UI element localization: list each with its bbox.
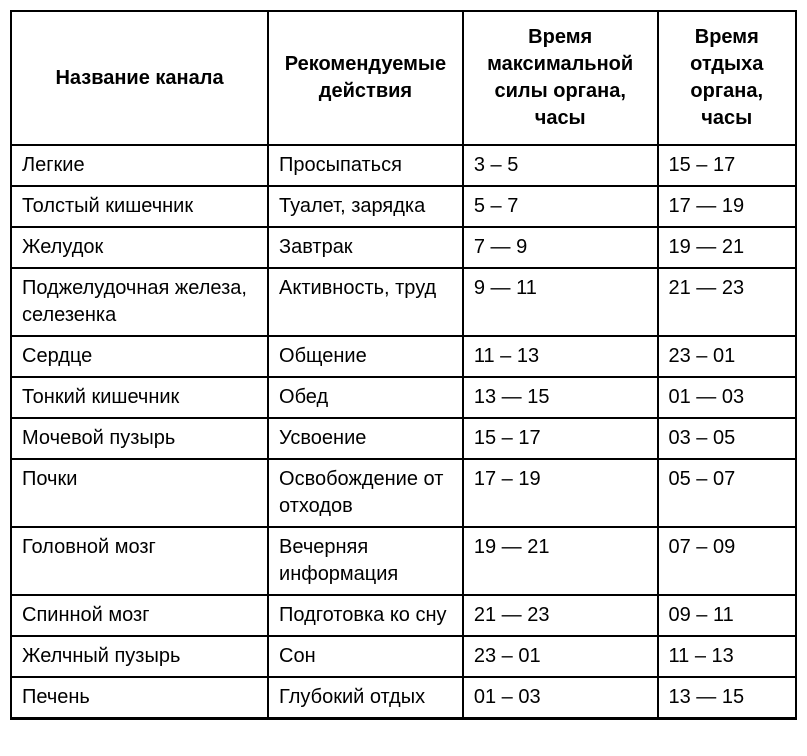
cell-action: Обед (268, 377, 463, 418)
cell-channel-name: Мочевой пузырь (11, 418, 268, 459)
cell-rest-time: 19 — 21 (658, 227, 797, 268)
cell-action: Завтрак (268, 227, 463, 268)
cell-max-time: 9 — 11 (463, 268, 658, 336)
table-row: Легкие Просыпаться 3 – 5 15 – 17 (11, 145, 796, 186)
cell-rest-time: 17 — 19 (658, 186, 797, 227)
cell-max-time: 01 – 03 (463, 677, 658, 719)
cell-rest-time: 05 – 07 (658, 459, 797, 527)
cell-channel-name: Толстый кишечник (11, 186, 268, 227)
cell-action: Активность, труд (268, 268, 463, 336)
cell-channel-name: Желчный пузырь (11, 636, 268, 677)
col-header-recommended-actions: Рекомендуемые действия (268, 11, 463, 145)
table-row: Толстый кишечник Туалет, зарядка 5 – 7 1… (11, 186, 796, 227)
cell-channel-name: Головной мозг (11, 527, 268, 595)
cell-max-time: 5 – 7 (463, 186, 658, 227)
cell-action: Просыпаться (268, 145, 463, 186)
cell-max-time: 7 — 9 (463, 227, 658, 268)
cell-max-time: 15 – 17 (463, 418, 658, 459)
table-row: Спинной мозг Подготовка ко сну 21 — 23 0… (11, 595, 796, 636)
organ-channels-table: Название канала Рекомендуемые действия В… (10, 10, 797, 720)
cell-max-time: 23 – 01 (463, 636, 658, 677)
table-row: Желудок Завтрак 7 — 9 19 — 21 (11, 227, 796, 268)
cell-rest-time: 23 – 01 (658, 336, 797, 377)
table-row: Мочевой пузырь Усвоение 15 – 17 03 – 05 (11, 418, 796, 459)
cell-rest-time: 15 – 17 (658, 145, 797, 186)
cell-rest-time: 13 — 15 (658, 677, 797, 719)
table-row: Желчный пузырь Сон 23 – 01 11 – 13 (11, 636, 796, 677)
cell-action: Подготовка ко сну (268, 595, 463, 636)
table-row: Поджелудочная железа, селезенка Активнос… (11, 268, 796, 336)
table-row: Тонкий кишечник Обед 13 — 15 01 — 03 (11, 377, 796, 418)
table-header: Название канала Рекомендуемые действия В… (11, 11, 796, 145)
cell-action: Туалет, зарядка (268, 186, 463, 227)
cell-max-time: 19 — 21 (463, 527, 658, 595)
cell-max-time: 13 — 15 (463, 377, 658, 418)
cell-rest-time: 21 — 23 (658, 268, 797, 336)
cell-rest-time: 11 – 13 (658, 636, 797, 677)
cell-channel-name: Печень (11, 677, 268, 719)
cell-channel-name: Поджелудочная железа, селезенка (11, 268, 268, 336)
cell-channel-name: Спинной мозг (11, 595, 268, 636)
cell-action: Вечерняя информация (268, 527, 463, 595)
cell-channel-name: Легкие (11, 145, 268, 186)
cell-max-time: 3 – 5 (463, 145, 658, 186)
cell-rest-time: 03 – 05 (658, 418, 797, 459)
table-row: Печень Глубокий отдых 01 – 03 13 — 15 (11, 677, 796, 719)
cell-rest-time: 01 — 03 (658, 377, 797, 418)
cell-action: Освобождение от отходов (268, 459, 463, 527)
cell-channel-name: Тонкий кишечник (11, 377, 268, 418)
cell-action: Сон (268, 636, 463, 677)
cell-action: Глубокий отдых (268, 677, 463, 719)
cell-action: Усвоение (268, 418, 463, 459)
cell-max-time: 11 – 13 (463, 336, 658, 377)
table-body: Легкие Просыпаться 3 – 5 15 – 17 Толстый… (11, 145, 796, 719)
table-row: Головной мозг Вечерняя информация 19 — 2… (11, 527, 796, 595)
cell-rest-time: 07 – 09 (658, 527, 797, 595)
cell-channel-name: Сердце (11, 336, 268, 377)
col-header-channel-name: Название канала (11, 11, 268, 145)
col-header-rest-time: Время отдыха органа, часы (658, 11, 797, 145)
cell-max-time: 21 — 23 (463, 595, 658, 636)
table-header-row: Название канала Рекомендуемые действия В… (11, 11, 796, 145)
table-row: Почки Освобождение от отходов 17 – 19 05… (11, 459, 796, 527)
cell-action: Общение (268, 336, 463, 377)
cell-rest-time: 09 – 11 (658, 595, 797, 636)
cell-channel-name: Почки (11, 459, 268, 527)
table-row: Сердце Общение 11 – 13 23 – 01 (11, 336, 796, 377)
cell-channel-name: Желудок (11, 227, 268, 268)
col-header-max-power-time: Время максимальной силы органа, часы (463, 11, 658, 145)
cell-max-time: 17 – 19 (463, 459, 658, 527)
